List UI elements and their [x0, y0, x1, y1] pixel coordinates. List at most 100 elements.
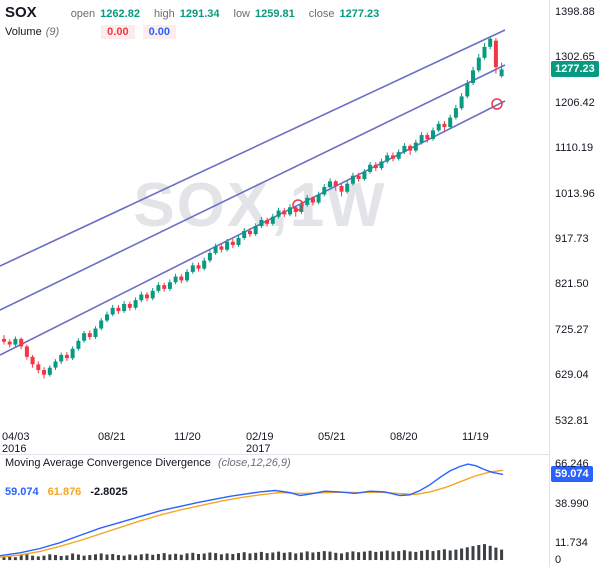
candle: [488, 36, 493, 50]
macd-tick-label: 66.246: [555, 458, 589, 470]
volume-label: Volume: [5, 26, 42, 38]
trend-channel-line[interactable]: [0, 64, 506, 311]
candle: [179, 274, 184, 284]
candle: [356, 172, 361, 182]
macd-histogram-bar: [19, 555, 23, 561]
candle: [396, 149, 401, 161]
close-value: 1277.23: [339, 8, 380, 20]
price-tick-label: 1398.88: [555, 6, 595, 18]
time-tick-label: 11/19: [462, 431, 489, 443]
price-axis[interactable]: 1277.23 59.074 1398.88 1302.65 1206.42 1110…: [549, 0, 610, 567]
macd-histogram-bar: [156, 554, 160, 561]
macd-histogram-bar: [368, 550, 372, 561]
macd-histogram-bar: [31, 555, 35, 561]
macd-tick-label: 38.990: [555, 497, 589, 510]
candle: [30, 354, 35, 368]
macd-histogram-bar: [59, 556, 63, 561]
macd-histogram-bar: [162, 553, 166, 561]
macd-histogram-bar: [471, 546, 475, 560]
macd-histogram-bar: [402, 550, 406, 561]
macd-histogram-bar: [374, 551, 378, 560]
marker-circle: [292, 199, 304, 211]
candle: [196, 262, 201, 272]
macd-histogram-bar: [437, 550, 441, 561]
macd-histogram-bar: [71, 553, 75, 560]
macd-histogram-bar: [88, 555, 92, 560]
macd-histogram-bar: [282, 552, 286, 561]
price-tick-label: 1302.65: [555, 51, 595, 64]
time-tick-label: 08/21: [98, 431, 126, 443]
volume-value-1: 0.00: [101, 25, 135, 39]
macd-chart-canvas[interactable]: [0, 455, 549, 567]
candle: [310, 196, 315, 206]
macd-histogram-bar: [179, 554, 183, 561]
symbol-legend: SOX open 1262.82 high 1291.34 low 1259.8…: [5, 4, 379, 21]
macd-histogram-bar: [82, 555, 86, 561]
symbol-name: SOX: [5, 4, 37, 21]
candle: [47, 365, 52, 377]
macd-histogram-bar: [254, 552, 258, 561]
candle: [373, 162, 378, 171]
time-axis[interactable]: 04/03 2016 08/21 11/20 02/19 2017 05/21 08/20 11…: [0, 431, 549, 455]
macd-histogram-bar: [288, 552, 292, 560]
candle: [116, 304, 121, 314]
macd-histogram-bar: [259, 551, 263, 560]
macd-histogram-bar: [294, 553, 298, 561]
candle: [53, 359, 58, 370]
price-tick-label: 917.73: [555, 233, 589, 245]
candle: [431, 127, 435, 141]
macd-histogram-bar: [242, 552, 246, 560]
low-value: 1259.81: [255, 8, 295, 20]
candle: [265, 217, 270, 227]
candle: [225, 238, 230, 252]
volume-value-2: 0.00: [142, 25, 176, 39]
macd-histogram-bar: [174, 553, 178, 560]
candle: [207, 250, 212, 263]
trend-channel-line[interactable]: [0, 100, 506, 356]
macd-histogram-bar: [448, 550, 452, 561]
macd-title-text: Moving Average Convergence Divergence: [5, 457, 211, 469]
macd-histogram-bar: [185, 553, 189, 561]
candle: [471, 66, 475, 86]
candle: [13, 336, 18, 347]
candle: [110, 304, 115, 317]
macd-histogram-bar: [265, 553, 269, 561]
volume-param: (9): [45, 26, 60, 38]
candle: [350, 172, 355, 186]
candle: [391, 152, 395, 162]
price-chart-canvas[interactable]: [0, 0, 549, 455]
volume-legend: Volume (9) 0.00 0.00: [5, 25, 176, 39]
candle: [185, 269, 189, 283]
macd-histogram-bar: [134, 555, 138, 560]
candle: [150, 287, 155, 301]
macd-histogram-bar: [362, 551, 366, 560]
macd-histogram-bar: [248, 553, 252, 561]
price-tick-label: 1206.42: [555, 96, 595, 109]
candle: [59, 352, 64, 364]
low-label: low: [233, 8, 251, 20]
candle: [476, 53, 481, 73]
macd-histogram-bar: [454, 549, 458, 560]
candle: [288, 204, 292, 217]
candle: [436, 120, 441, 133]
macd-line: [0, 463, 504, 557]
candle: [219, 243, 224, 253]
candle: [145, 292, 149, 302]
candle: [270, 213, 275, 226]
candle: [99, 318, 104, 331]
marker-circle: [491, 98, 503, 110]
macd-histogram-bar: [431, 551, 435, 561]
macd-histogram-bar: [128, 554, 132, 560]
candle: [448, 114, 453, 129]
high-label: high: [153, 8, 175, 20]
candle: [322, 184, 327, 197]
trend-channel-line[interactable]: [0, 29, 506, 267]
candle: [133, 297, 138, 310]
candle: [276, 207, 281, 219]
macd-histogram-bar: [271, 552, 275, 560]
macd-histogram-bar: [105, 554, 109, 560]
macd-histogram-bar: [328, 551, 332, 560]
price-tick-label: 1110.19: [555, 142, 594, 155]
macd-histogram-bar: [76, 554, 80, 560]
macd-value-badge: 59.074: [551, 466, 593, 483]
